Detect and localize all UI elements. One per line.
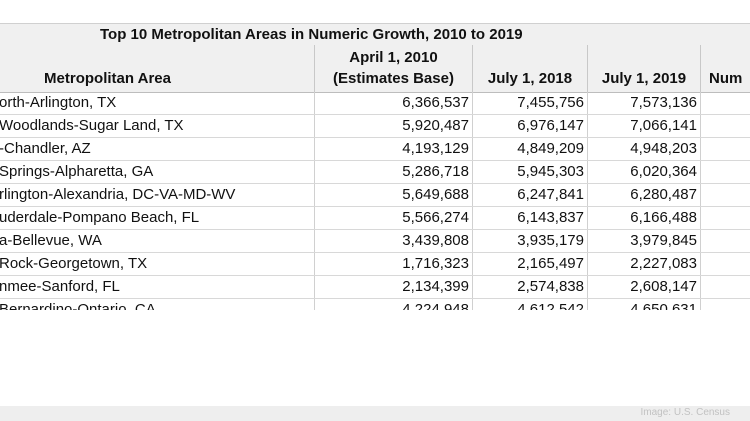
y2019-cell: 6,280,487	[588, 184, 701, 206]
image-credit-bar: Image: U.S. Census	[0, 406, 750, 421]
y2019-cell: 7,066,141	[588, 115, 701, 137]
metro-cell: nmee-Sanford, FL	[0, 276, 315, 298]
num-cell	[701, 161, 750, 183]
header-metro-label: Metropolitan Area	[44, 70, 171, 87]
metro-name: Woodlands-Sugar Land, TX	[0, 117, 184, 134]
table-row: Woodlands-Sugar Land, TX 5,920,487 6,976…	[0, 115, 750, 138]
metro-cell: Woodlands-Sugar Land, TX	[0, 115, 315, 137]
header-july-2019: July 1, 2019	[588, 45, 701, 92]
table-header-row: Metropolitan Area April 1, 2010 (Estimat…	[0, 45, 750, 93]
y2019-cell: 4,650,631	[588, 299, 701, 310]
table-title: Top 10 Metropolitan Areas in Numeric Gro…	[100, 26, 523, 43]
header-base-line2: (Estimates Base)	[333, 70, 454, 87]
header-num-label: Num	[709, 70, 743, 87]
y2019-cell: 4,948,203	[588, 138, 701, 160]
base-cell: 5,566,274	[315, 207, 473, 229]
table-row: orth-Arlington, TX 6,366,537 7,455,756 7…	[0, 92, 750, 115]
header-y2019-label: July 1, 2019	[601, 70, 687, 87]
table-row: Rock-Georgetown, TX 1,716,323 2,165,497 …	[0, 253, 750, 276]
y2019-cell: 2,608,147	[588, 276, 701, 298]
y2018-cell: 5,945,303	[473, 161, 588, 183]
y2019-cell: 3,979,845	[588, 230, 701, 252]
metro-cell: Bernardino-Ontario, CA	[0, 299, 315, 310]
table-row: rlington-Alexandria, DC-VA-MD-WV 5,649,6…	[0, 184, 750, 207]
metro-name: -Chandler, AZ	[0, 140, 91, 157]
y2018-cell: 3,935,179	[473, 230, 588, 252]
metro-name: uderdale-Pompano Beach, FL	[0, 209, 200, 226]
base-cell: 4,224,948	[315, 299, 473, 310]
metro-cell: Rock-Georgetown, TX	[0, 253, 315, 275]
y2018-cell: 2,165,497	[473, 253, 588, 275]
metro-cell: -Chandler, AZ	[0, 138, 315, 160]
table-title-row: Top 10 Metropolitan Areas in Numeric Gro…	[0, 23, 750, 47]
y2019-cell: 7,573,136	[588, 92, 701, 114]
header-estimates-base: April 1, 2010 (Estimates Base)	[315, 45, 473, 92]
metro-cell: a-Bellevue, WA	[0, 230, 315, 252]
y2019-cell: 2,227,083	[588, 253, 701, 275]
metro-cell: Springs-Alpharetta, GA	[0, 161, 315, 183]
header-numeric-change: Num	[701, 45, 750, 92]
num-cell	[701, 276, 750, 298]
y2018-cell: 6,976,147	[473, 115, 588, 137]
num-cell	[701, 207, 750, 229]
metro-name: rlington-Alexandria, DC-VA-MD-WV	[0, 186, 236, 203]
metro-cell: rlington-Alexandria, DC-VA-MD-WV	[0, 184, 315, 206]
table-row: a-Bellevue, WA 3,439,808 3,935,179 3,979…	[0, 230, 750, 253]
growth-table: Top 10 Metropolitan Areas in Numeric Gro…	[0, 23, 750, 310]
table-row: -Chandler, AZ 4,193,129 4,849,209 4,948,…	[0, 138, 750, 161]
y2018-cell: 6,143,837	[473, 207, 588, 229]
table-row: Springs-Alpharetta, GA 5,286,718 5,945,3…	[0, 161, 750, 184]
table-row: uderdale-Pompano Beach, FL 5,566,274 6,1…	[0, 207, 750, 230]
metro-name: nmee-Sanford, FL	[0, 278, 120, 295]
base-cell: 5,649,688	[315, 184, 473, 206]
base-cell: 5,920,487	[315, 115, 473, 137]
base-cell: 3,439,808	[315, 230, 473, 252]
y2018-cell: 7,455,756	[473, 92, 588, 114]
metro-name: Rock-Georgetown, TX	[0, 255, 148, 272]
metro-cell: uderdale-Pompano Beach, FL	[0, 207, 315, 229]
table-body: orth-Arlington, TX 6,366,537 7,455,756 7…	[0, 92, 750, 310]
y2019-cell: 6,020,364	[588, 161, 701, 183]
metro-name: Bernardino-Ontario, CA	[0, 301, 156, 310]
base-cell: 5,286,718	[315, 161, 473, 183]
y2018-cell: 4,849,209	[473, 138, 588, 160]
base-cell: 1,716,323	[315, 253, 473, 275]
y2019-cell: 6,166,488	[588, 207, 701, 229]
metro-cell: orth-Arlington, TX	[0, 92, 315, 114]
header-metro-area: Metropolitan Area	[0, 45, 315, 92]
num-cell	[701, 138, 750, 160]
num-cell	[701, 115, 750, 137]
metro-name: orth-Arlington, TX	[0, 94, 117, 111]
metro-name: a-Bellevue, WA	[0, 232, 102, 249]
y2018-cell: 2,574,838	[473, 276, 588, 298]
header-base-line1: April 1, 2010	[349, 49, 438, 66]
base-cell: 2,134,399	[315, 276, 473, 298]
base-cell: 4,193,129	[315, 138, 473, 160]
header-y2018-label: July 1, 2018	[487, 70, 573, 87]
base-cell: 6,366,537	[315, 92, 473, 114]
y2018-cell: 4,612,542	[473, 299, 588, 310]
num-cell	[701, 230, 750, 252]
table-row: nmee-Sanford, FL 2,134,399 2,574,838 2,6…	[0, 276, 750, 299]
metro-name: Springs-Alpharetta, GA	[0, 163, 154, 180]
image-credit: Image: U.S. Census	[640, 407, 730, 418]
num-cell	[701, 299, 750, 310]
num-cell	[701, 253, 750, 275]
header-july-2018: July 1, 2018	[473, 45, 588, 92]
y2018-cell: 6,247,841	[473, 184, 588, 206]
num-cell	[701, 92, 750, 114]
table-row: Bernardino-Ontario, CA 4,224,948 4,612,5…	[0, 299, 750, 310]
num-cell	[701, 184, 750, 206]
